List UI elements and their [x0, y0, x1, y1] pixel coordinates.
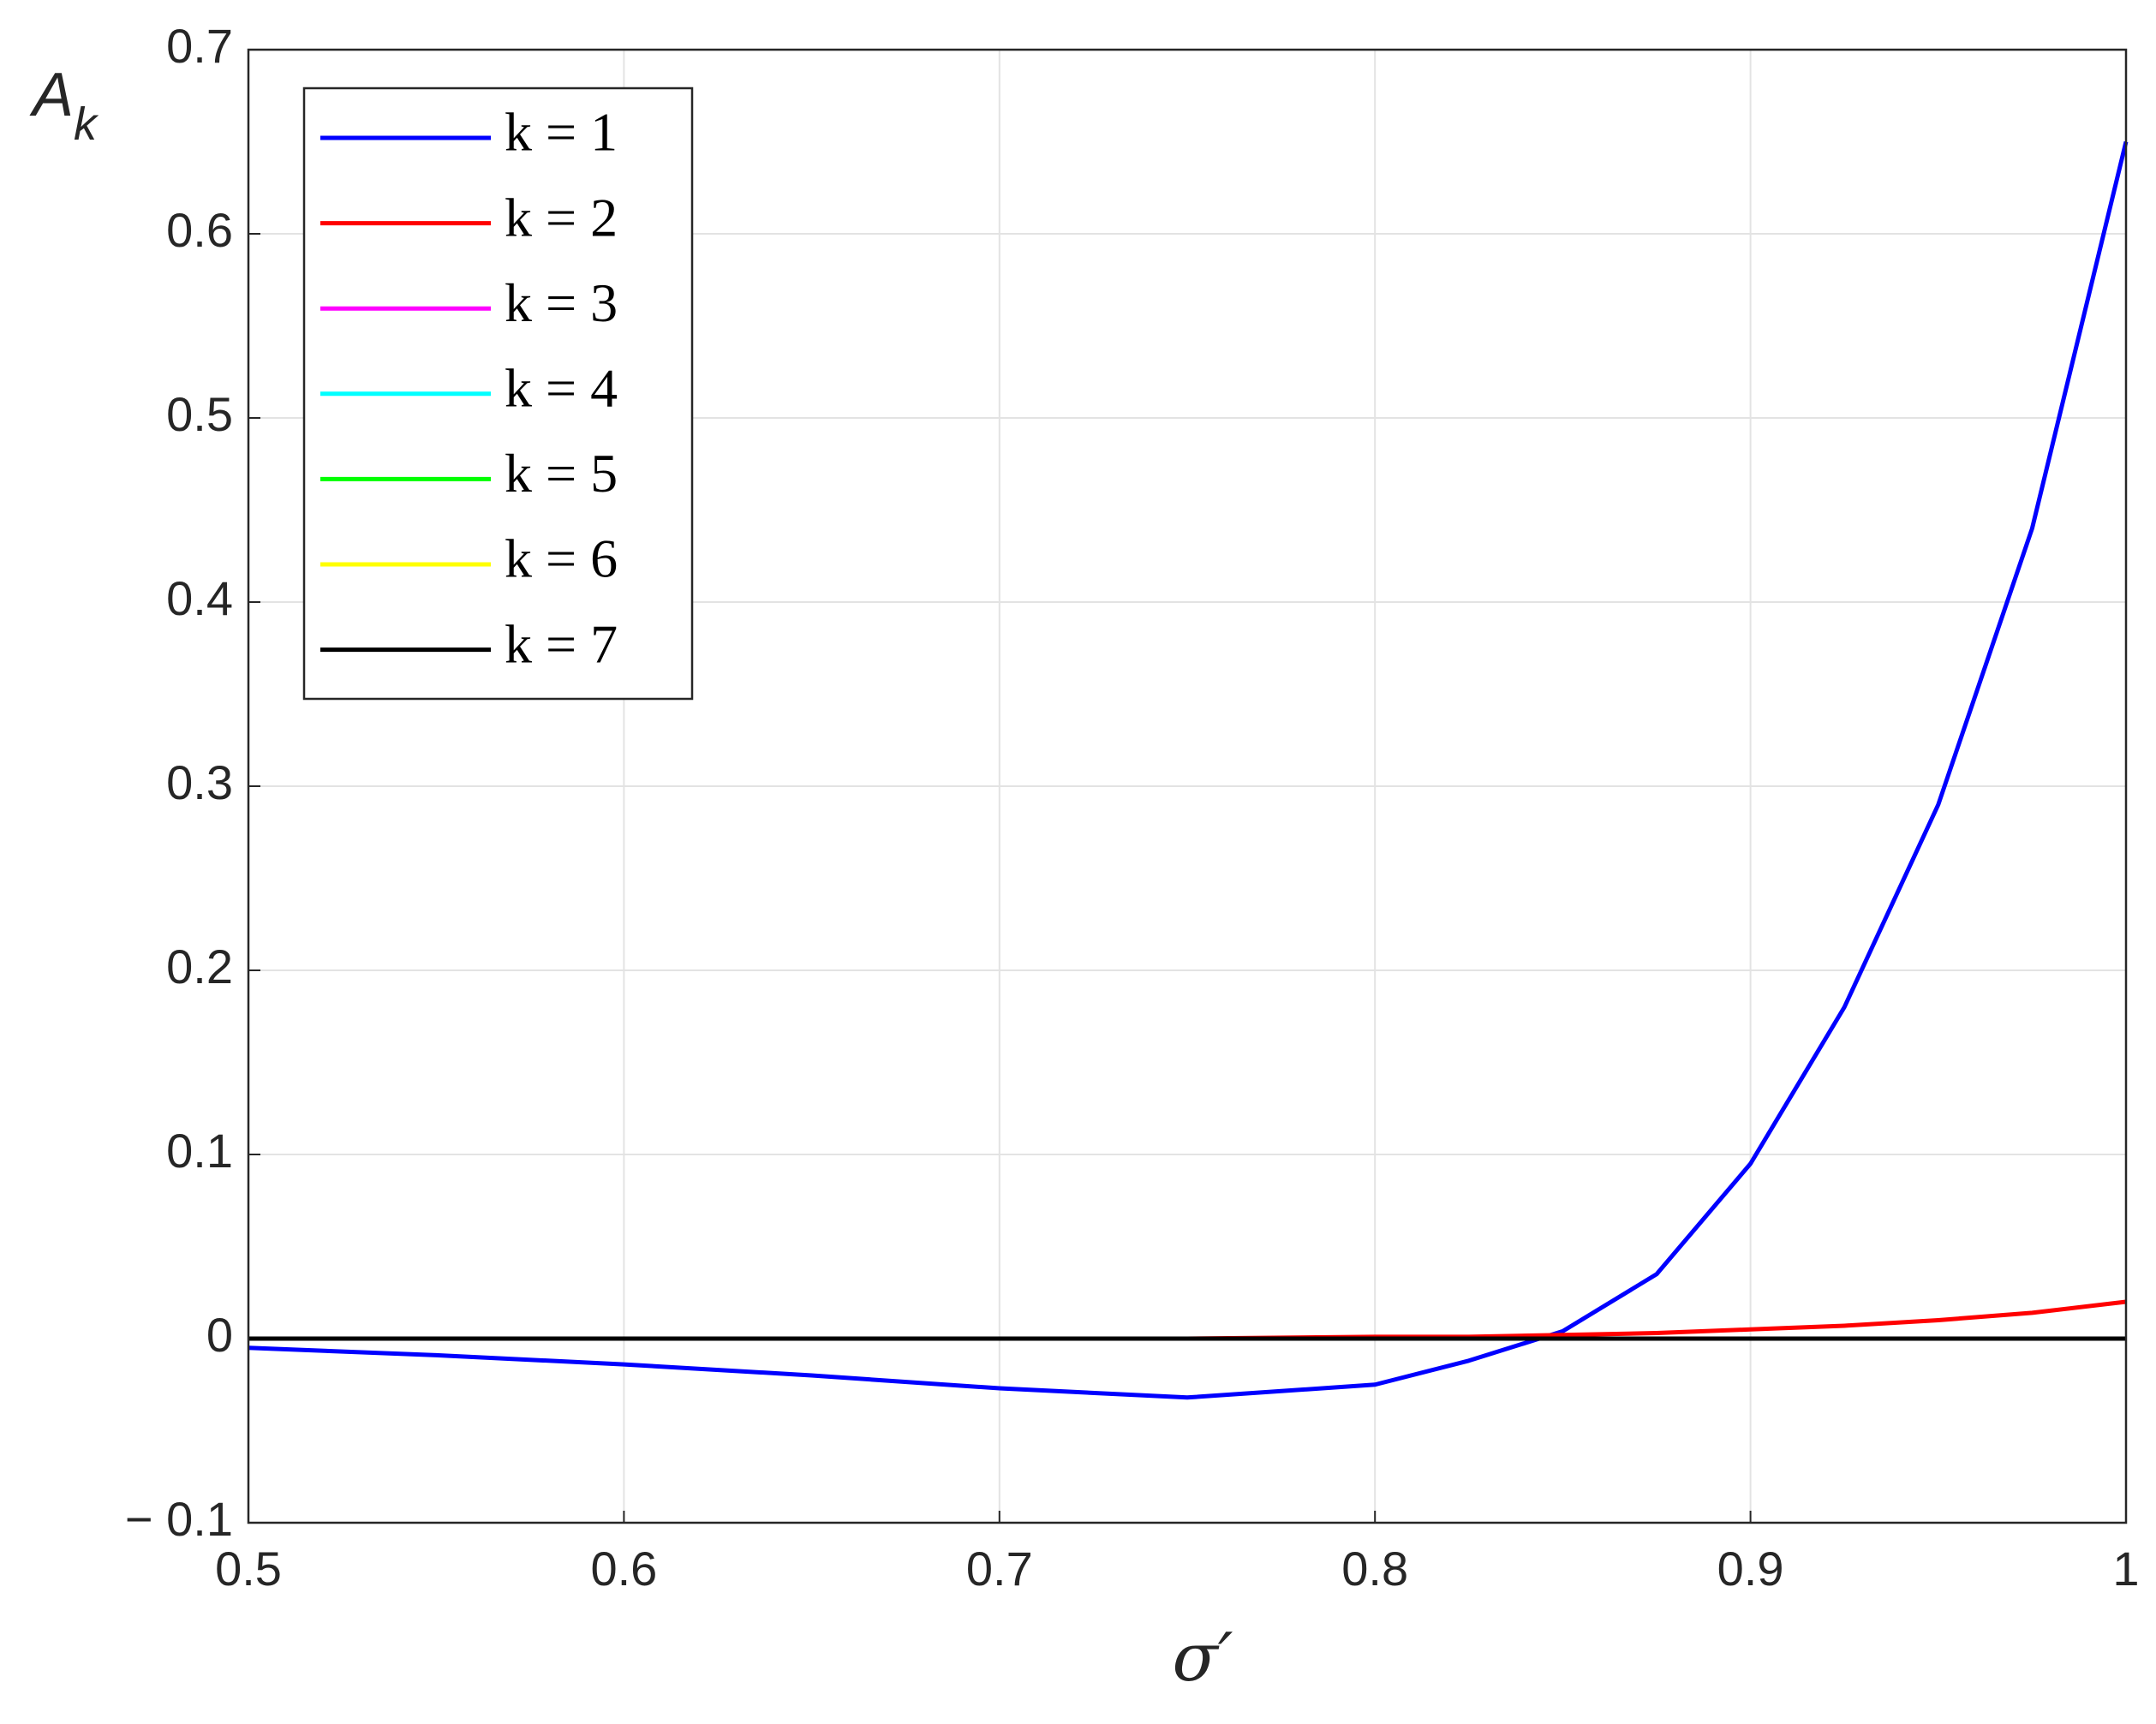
- legend-label: k = 4: [505, 357, 618, 418]
- y-axis-label-main: A: [29, 61, 74, 129]
- y-axis-label: Ak: [29, 61, 99, 150]
- legend-label: k = 6: [505, 528, 618, 589]
- legend-label: k = 2: [505, 187, 618, 248]
- x-tick-label: 0.9: [1717, 1542, 1784, 1596]
- x-axis-label: σ′: [1173, 1620, 1233, 1697]
- legend-label: k = 7: [505, 613, 618, 674]
- y-tick-label: 0.1: [166, 1124, 233, 1178]
- legend-label: k = 3: [505, 272, 618, 333]
- legend-label: k = 1: [505, 102, 618, 163]
- y-tick-label: 0: [206, 1308, 233, 1362]
- y-tick-label: − 0.1: [125, 1492, 233, 1546]
- x-tick-label: 0.5: [215, 1542, 282, 1596]
- y-tick-label: 0.2: [166, 940, 233, 993]
- x-tick-label: 0.6: [590, 1542, 657, 1596]
- legend-label: k = 5: [505, 443, 618, 504]
- y-tick-label: 0.3: [166, 755, 233, 809]
- y-tick-label: 0.6: [166, 203, 233, 257]
- y-tick-label: 0.7: [166, 19, 233, 73]
- y-tick-label: 0.5: [166, 387, 233, 441]
- x-tick-label: 1: [2112, 1542, 2139, 1596]
- axes-box: [247, 48, 2128, 1524]
- x-tick-label: 0.7: [966, 1542, 1033, 1596]
- series-line: [248, 140, 2129, 1400]
- y-axis-label-sub: k: [74, 98, 99, 150]
- x-tick-label: 0.8: [1341, 1542, 1408, 1596]
- y-tick-label: 0.4: [166, 571, 233, 625]
